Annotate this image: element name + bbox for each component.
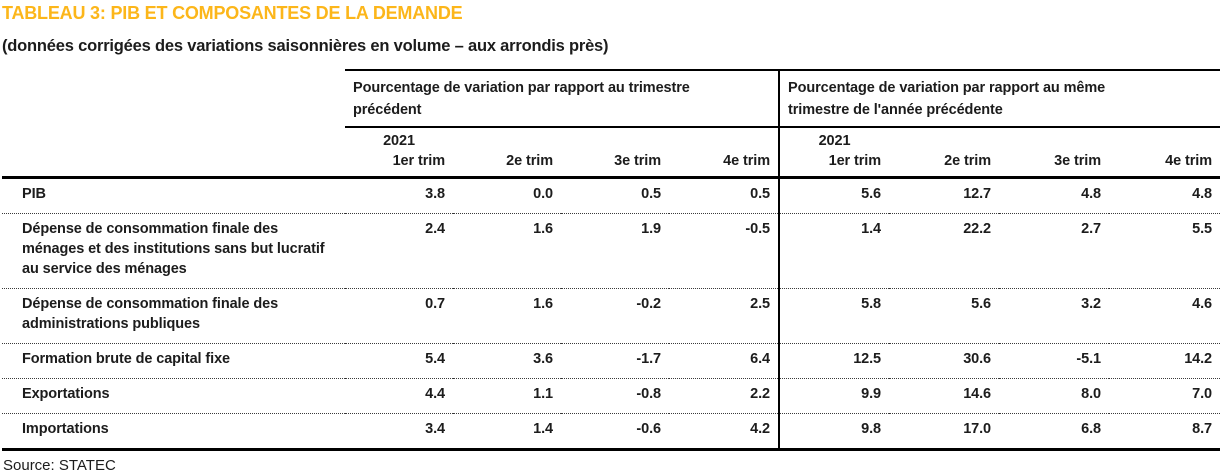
value-cell: 0.0	[453, 177, 561, 214]
value-cell: 4.2	[669, 413, 780, 451]
value-cell: 8.0	[999, 378, 1110, 414]
table-row-menages: Dépense de consommation finale des ménag…	[2, 213, 1221, 289]
empty-cell	[1109, 127, 1220, 151]
empty-cell	[889, 127, 999, 151]
row-label: Formation brute de capital fixe	[2, 343, 345, 379]
group-header-row: Pourcentage de variation par rapport au …	[2, 69, 1221, 128]
table-title: TABLEAU 3: PIB ET COMPOSANTES DE LA DEMA…	[2, 3, 463, 23]
value-cell: 1.9	[561, 213, 669, 289]
value-cell: 14.2	[1109, 343, 1221, 379]
year-row: 2021 2021	[2, 127, 1220, 151]
year-label-group2: 2021	[778, 127, 890, 151]
quarter-header: 1er trim	[345, 151, 453, 179]
value-cell: 2.5	[669, 288, 780, 344]
value-cell: -1.7	[561, 343, 669, 379]
table-row-admin-publiques: Dépense de consommation finale des admin…	[2, 288, 1221, 344]
row-label: Dépense de consommation finale des admin…	[2, 288, 345, 344]
empty-cell	[453, 127, 561, 151]
quarter-header: 4e trim	[1109, 151, 1221, 179]
value-cell: 2.4	[345, 213, 453, 289]
value-cell: 4.6	[1109, 288, 1221, 344]
value-cell: 14.6	[889, 378, 1000, 414]
value-cell: -5.1	[999, 343, 1110, 379]
value-cell: 0.5	[669, 177, 780, 214]
row-label: Importations	[2, 413, 345, 451]
value-cell: 4.8	[999, 177, 1110, 214]
value-cell: 3.8	[345, 177, 453, 214]
value-cell: 2.7	[999, 213, 1110, 289]
group2-header: Pourcentage de variation par rapport au …	[778, 69, 1221, 128]
value-cell: 1.1	[453, 378, 561, 414]
quarter-header-row: 1er trim 2e trim 3e trim 4e trim 1er tri…	[2, 151, 1221, 179]
table-subtitle: (données corrigées des variations saison…	[2, 37, 609, 55]
value-cell: 0.7	[345, 288, 453, 344]
value-cell: 30.6	[889, 343, 1000, 379]
value-cell: 22.2	[889, 213, 1000, 289]
corner-cell	[2, 70, 345, 127]
empty-cell	[999, 127, 1109, 151]
quarter-header: 4e trim	[669, 151, 780, 179]
empty-cell	[2, 151, 345, 179]
value-cell: -0.6	[561, 413, 669, 451]
value-cell: -0.5	[669, 213, 780, 289]
value-cell: 4.4	[345, 378, 453, 414]
value-cell: 1.6	[453, 213, 561, 289]
table-row-fbcf: Formation brute de capital fixe 5.4 3.6 …	[2, 343, 1221, 379]
value-cell: 0.5	[561, 177, 669, 214]
quarter-header: 3e trim	[561, 151, 669, 179]
value-cell: 1.4	[778, 213, 890, 289]
value-cell: 5.5	[1109, 213, 1221, 289]
value-cell: 9.8	[778, 413, 890, 451]
value-cell: 1.6	[453, 288, 561, 344]
value-cell: 12.7	[889, 177, 1000, 214]
value-cell: -0.2	[561, 288, 669, 344]
year-label-group1: 2021	[383, 133, 415, 149]
value-cell: 17.0	[889, 413, 1000, 451]
value-cell: 3.4	[345, 413, 453, 451]
empty-cell	[669, 127, 779, 151]
quarter-header: 2e trim	[453, 151, 561, 179]
table-row-importations: Importations 3.4 1.4 -0.6 4.2 9.8 17.0 6…	[2, 413, 1221, 451]
value-cell: 8.7	[1109, 413, 1221, 451]
value-cell: 2.2	[669, 378, 780, 414]
value-cell: 5.8	[778, 288, 890, 344]
value-cell: 6.8	[999, 413, 1110, 451]
value-cell: 5.6	[889, 288, 1000, 344]
value-cell: 5.4	[345, 343, 453, 379]
pib-demand-table: Pourcentage de variation par rapport au …	[2, 69, 1221, 451]
empty-cell	[561, 127, 669, 151]
value-cell: 3.6	[453, 343, 561, 379]
table-row-pib: PIB 3.8 0.0 0.5 0.5 5.6 12.7 4.8 4.8	[2, 177, 1221, 214]
value-cell: -0.8	[561, 378, 669, 414]
row-label: Exportations	[2, 378, 345, 414]
value-cell: 12.5	[778, 343, 890, 379]
row-label: PIB	[2, 177, 345, 214]
value-cell: 6.4	[669, 343, 780, 379]
value-cell: 1.4	[453, 413, 561, 451]
empty-cell	[2, 127, 345, 151]
value-cell: 4.8	[1109, 177, 1221, 214]
value-cell: 5.6	[778, 177, 890, 214]
row-label: Dépense de consommation finale des ménag…	[2, 213, 345, 289]
value-cell: 7.0	[1109, 378, 1221, 414]
quarter-header: 2e trim	[889, 151, 1000, 179]
value-cell: 3.2	[999, 288, 1110, 344]
quarter-header: 3e trim	[999, 151, 1110, 179]
quarter-header: 1er trim	[778, 151, 890, 179]
source-note: Source: STATEC	[3, 457, 116, 474]
table-row-exportations: Exportations 4.4 1.1 -0.8 2.2 9.9 14.6 8…	[2, 378, 1221, 414]
value-cell: 9.9	[778, 378, 890, 414]
group1-header: Pourcentage de variation par rapport au …	[345, 69, 780, 128]
